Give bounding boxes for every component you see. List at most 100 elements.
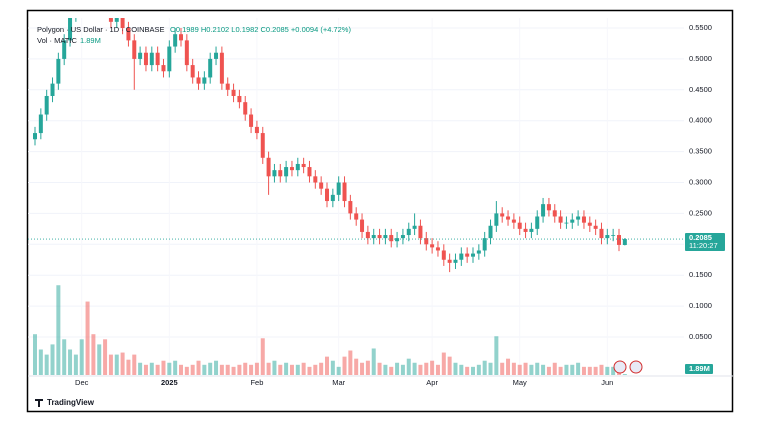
event-flag[interactable] (629, 360, 643, 374)
candle-body (424, 238, 429, 245)
candle-body (108, 18, 113, 22)
volume-bar (371, 348, 376, 375)
volume-bar (289, 364, 294, 375)
volume-bar (149, 362, 154, 375)
volume-bar (395, 362, 400, 375)
label-layer: 0.05000.10000.15000.20000.25000.30000.35… (75, 23, 725, 387)
chart-title: Polygon · US Dollar · 1D · COINBASE (37, 25, 165, 34)
volume-bar (295, 364, 300, 375)
candle-body (482, 238, 487, 251)
y-tick-label: 0.3500 (689, 147, 712, 156)
candle-body (307, 167, 312, 177)
y-tick-label: 0.5500 (689, 23, 712, 32)
candle-body (196, 77, 201, 84)
volume-bar (605, 366, 610, 375)
frame (26, 9, 734, 413)
volume-bar (593, 366, 598, 375)
volume-bar (418, 364, 423, 375)
candle-body (476, 250, 481, 254)
candle-body (56, 58, 61, 84)
candle-body (558, 216, 563, 223)
volume-bar (114, 354, 119, 375)
volume-bar (79, 339, 84, 375)
volume-bar (354, 358, 359, 375)
candle-body (517, 222, 522, 229)
candle-body (284, 167, 289, 177)
volume-bar (529, 364, 534, 375)
volume-bar (44, 354, 49, 375)
candle-body (62, 40, 67, 59)
candle-body (430, 244, 435, 248)
candle-body (406, 228, 411, 236)
volume-bar (307, 366, 312, 375)
candle-body (447, 259, 452, 263)
price-tag (685, 233, 725, 252)
logo-icon (35, 399, 43, 407)
volume-tag-value: 1.89M (689, 364, 710, 373)
candle-body (295, 163, 300, 171)
candle-body (605, 235, 610, 239)
x-tick-label: Mar (332, 378, 345, 387)
candle-body (50, 83, 55, 96)
candle-body (149, 52, 154, 66)
volume-bar (225, 364, 230, 375)
candle-body (143, 52, 148, 66)
volume-bar (476, 364, 481, 375)
y-tick-label: 0.1500 (689, 270, 712, 279)
candle-body (529, 228, 534, 232)
y-tick-label: 0.3000 (689, 177, 712, 186)
volume-bar (143, 364, 148, 375)
candle-body (190, 65, 195, 78)
volume-bar (319, 362, 324, 375)
footer-logo: TradingView (47, 398, 95, 407)
candle-body (155, 52, 160, 66)
volume-bar (482, 360, 487, 375)
candle-body (494, 213, 499, 226)
volume-bar (155, 364, 160, 375)
volume-bar (441, 352, 446, 375)
volume-bar (412, 362, 417, 375)
volume-bar (325, 356, 329, 375)
volume-bar (330, 360, 335, 375)
volume-bar (622, 374, 627, 375)
volume-legend-value: 1.89M (80, 36, 101, 45)
candle-body (523, 228, 528, 232)
volume-bar (85, 301, 90, 375)
candle-body (395, 238, 400, 242)
candle-body (506, 216, 511, 220)
volume-legend: Vol · MATIC (37, 36, 77, 45)
volume-bar (313, 364, 318, 375)
volume-bar (73, 354, 78, 375)
volume-bar (260, 338, 265, 375)
volume-bar (581, 366, 586, 375)
candle-body (249, 114, 254, 127)
candle-body (418, 225, 423, 239)
candle-body (237, 95, 242, 103)
candle-body (179, 34, 183, 41)
volume-bar (453, 362, 458, 375)
volume-bar (430, 360, 435, 375)
y-tick-label: 0.0500 (689, 332, 712, 341)
candle-body (622, 239, 627, 245)
volume-bar (383, 364, 388, 375)
event-flag[interactable] (613, 360, 627, 374)
candle-body (243, 102, 248, 115)
volume-bar (500, 362, 505, 375)
candle-body (301, 163, 306, 168)
volume-bar (599, 364, 604, 375)
volume-bar (108, 354, 113, 375)
volume-bar (202, 364, 207, 375)
candle-body (383, 235, 388, 239)
volume-bar (97, 344, 102, 375)
candle-body (254, 126, 259, 134)
volume-bar (587, 366, 592, 375)
candle-body (342, 182, 347, 202)
candle-body (272, 170, 277, 177)
candle-layer (28, 18, 684, 273)
y-tick-label: 0.4500 (689, 85, 712, 94)
candle-body (535, 216, 540, 229)
candle-body (617, 235, 621, 245)
volume-bar (266, 362, 271, 375)
candle-body (167, 46, 172, 72)
